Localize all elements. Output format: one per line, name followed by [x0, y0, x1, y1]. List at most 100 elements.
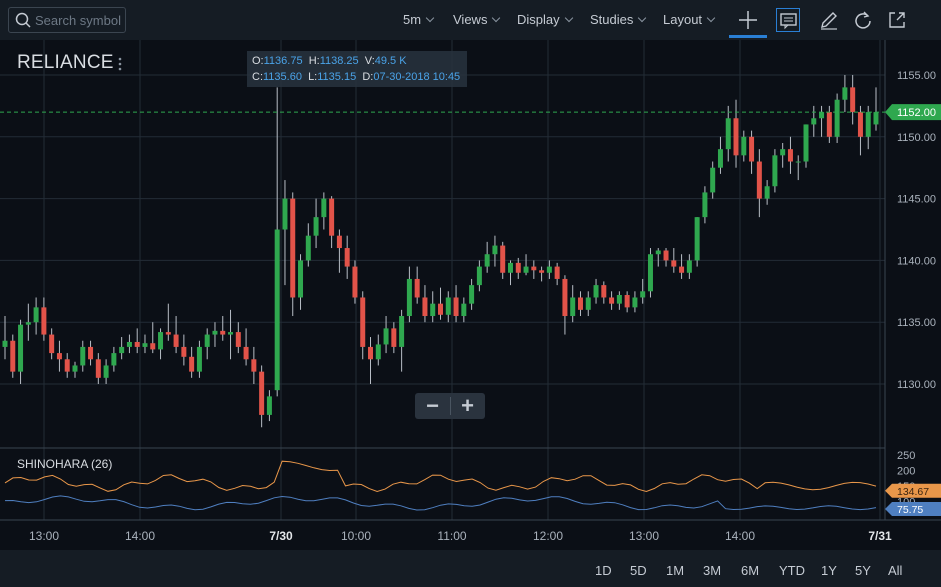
candle-body [49, 334, 55, 354]
time-tick-label: 7/31 [868, 529, 892, 543]
timeframe-1m[interactable]: 1M [666, 563, 685, 578]
share-icon[interactable] [885, 8, 909, 32]
timeframe-1d[interactable]: 1D [595, 563, 612, 578]
views-menu[interactable]: Views [453, 12, 501, 27]
candle-body [336, 235, 342, 249]
candle-body [266, 396, 272, 415]
timeframe-6m[interactable]: 6M [741, 563, 760, 578]
timeframe-all[interactable]: All [888, 563, 903, 578]
symbol-search[interactable] [8, 7, 126, 33]
candle-body [313, 217, 319, 236]
zoom-in-button[interactable]: + [461, 393, 474, 418]
candle-body [344, 248, 350, 267]
refresh-icon[interactable] [851, 8, 875, 32]
candle-body [554, 266, 560, 279]
candle-body [88, 346, 94, 360]
candle-body [772, 155, 778, 187]
candle-body [414, 278, 420, 298]
indicator-tick-label: 200 [897, 466, 915, 478]
candle-body [741, 136, 747, 156]
timeframe-1y[interactable]: 1Y [821, 563, 837, 578]
time-tick-label: 7/30 [269, 529, 293, 543]
candle-body [655, 250, 661, 255]
candle-body [399, 316, 405, 347]
price-tick-label: 1145.00 [897, 194, 936, 206]
last-price-tag [885, 104, 941, 121]
indicator-value-tag [885, 502, 941, 517]
candle-body [204, 334, 210, 347]
candle-body [196, 346, 202, 372]
candle-body [593, 285, 599, 298]
chevron-down-icon [425, 13, 435, 23]
candle-body [577, 297, 583, 310]
volume-value: 49.5 K [374, 55, 407, 67]
candle-body [484, 254, 490, 267]
candle-body [181, 346, 187, 357]
pencil-icon[interactable] [817, 8, 841, 32]
candle-body [492, 245, 498, 255]
candle-body [189, 356, 195, 372]
ohlc-tooltip: O:1136.75 H:1138.25 V:49.5 K C:1135.60 L… [247, 51, 467, 87]
interval-menu[interactable]: 5m [403, 12, 435, 27]
time-tick-label: 11:00 [437, 529, 466, 543]
candle-body [259, 371, 265, 415]
search-input[interactable] [35, 11, 123, 29]
layout-menu[interactable]: Layout [663, 12, 716, 27]
candle-body [795, 161, 801, 163]
more-options-icon[interactable] [117, 56, 123, 72]
chart-area[interactable]: 1155.00 1150.00 1145.00 1140.00 1135.00 1130.… [0, 40, 941, 550]
timeframe-5d[interactable]: 5D [630, 563, 647, 578]
indicator-line-orange [4, 460, 877, 493]
price-tick-label: 1135.00 [897, 317, 936, 329]
candle-body [243, 346, 249, 360]
candle-body [461, 303, 467, 317]
candle-body [787, 149, 793, 162]
candle-body [834, 99, 840, 137]
indicator-label: SHINOHARA (26) [17, 457, 113, 471]
candle-body [142, 343, 148, 347]
time-tick-label: 13:00 [629, 529, 659, 543]
open-value: 1136.75 [263, 55, 303, 67]
top-toolbar: 5m Views Display Studies Layout [0, 0, 941, 40]
candle-body [422, 297, 428, 317]
search-icon [15, 12, 31, 28]
price-tick-label: 1150.00 [897, 132, 936, 144]
candle-body [438, 303, 443, 315]
zoom-control: − + [415, 393, 485, 419]
candle-body [515, 262, 521, 273]
time-tick-label: 14:00 [725, 529, 755, 543]
candle-body [531, 266, 537, 271]
candle-body [725, 118, 731, 150]
candle-body [430, 303, 436, 317]
zoom-out-button[interactable]: − [426, 393, 439, 418]
timeframe-5y[interactable]: 5Y [855, 563, 871, 578]
candle-body [507, 262, 513, 273]
chevron-down-icon [492, 13, 501, 23]
candle-body [585, 297, 591, 310]
candle-body [702, 192, 708, 218]
candle-body [375, 344, 381, 360]
candle-body [212, 330, 218, 335]
candle-body [352, 266, 358, 298]
studies-menu[interactable]: Studies [590, 12, 647, 27]
price-chart[interactable]: 1155.00 1150.00 1145.00 1140.00 1135.00 1130.… [0, 40, 941, 550]
candle-body [826, 112, 832, 137]
timeframe-3m[interactable]: 3M [703, 563, 722, 578]
display-menu[interactable]: Display [517, 12, 573, 27]
candle-body [274, 229, 280, 391]
time-tick-label: 12:00 [533, 529, 563, 543]
candle-body [523, 266, 529, 273]
candle-body [25, 322, 31, 325]
crosshair-icon[interactable] [736, 8, 760, 32]
candle-body [10, 340, 16, 372]
comment-icon[interactable] [776, 8, 800, 32]
indicator-value-label: 134.67 [897, 486, 929, 498]
candle-body [391, 328, 397, 347]
timeframe-ytd[interactable]: YTD [779, 563, 805, 578]
candle-body [33, 307, 39, 323]
candle-body [857, 112, 863, 137]
candle-body [756, 161, 762, 199]
candle-body [803, 124, 809, 162]
candle-body [733, 118, 739, 156]
candle-body [663, 250, 669, 261]
